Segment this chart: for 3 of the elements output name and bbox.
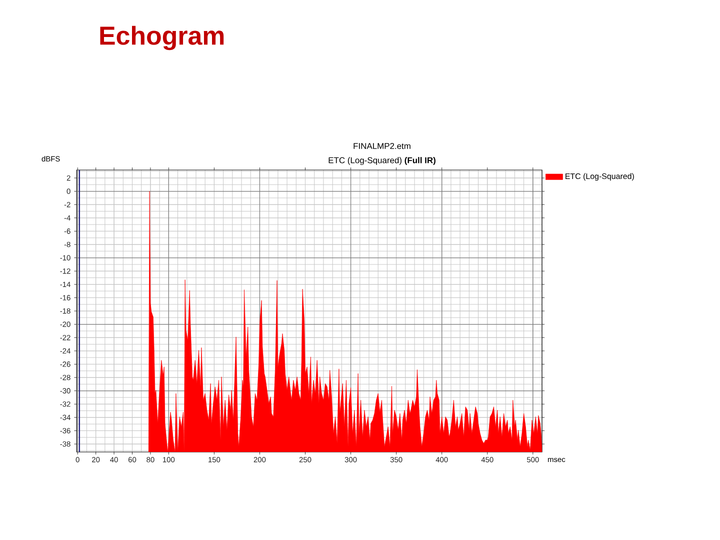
text: ETC (Log-Squared) (Full IR)	[328, 157, 436, 165]
chart-title: Echogram	[100, 26, 224, 50]
chart-subtitle: FINALMP2.etm	[354, 143, 410, 149]
